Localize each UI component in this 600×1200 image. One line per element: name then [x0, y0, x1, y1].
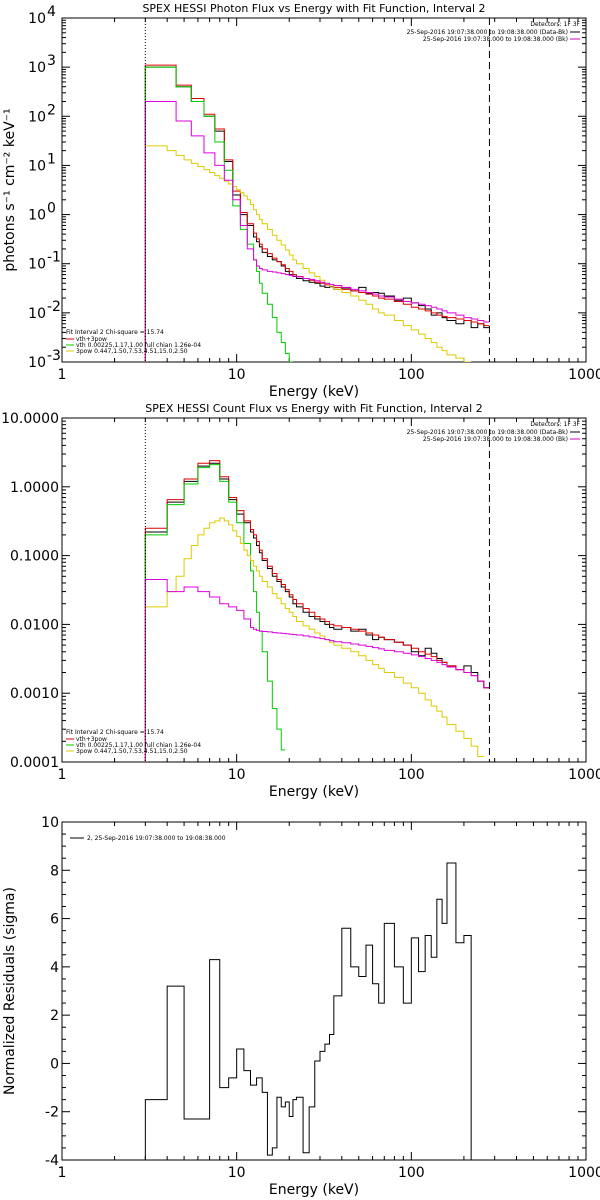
plot-frame — [61, 417, 587, 763]
series-group — [144, 64, 490, 362]
x-axis-label: Energy (keV) — [269, 1182, 359, 1198]
y-tick-exponent: 3 — [47, 53, 56, 69]
series-bk — [144, 578, 490, 762]
y-axis-label: Normalized Residuals (sigma) — [2, 887, 18, 1095]
fit-summary: Fit Interval 2 Chi-square = 15.74 — [66, 729, 164, 736]
fit-summary: Fit Interval 2 Chi-square = 15.74 — [66, 329, 164, 336]
series-bk — [144, 100, 490, 362]
y-tick-label: 10 — [28, 11, 46, 27]
x-tick-label: 100 — [398, 767, 425, 783]
fit-legend-entry: vth 0.00225,1.17,1.00 full chian 1.26e-0… — [76, 742, 201, 749]
y-tick-label: 1.0000 — [10, 480, 59, 496]
y-tick-label: 10 — [28, 306, 46, 322]
chart-title: SPEX HESSI Photon Flux vs Energy with Fi… — [142, 2, 485, 15]
series-data-bk — [144, 462, 490, 762]
series-vth — [144, 464, 286, 762]
fit-legend-entry: vth+3pow — [76, 736, 107, 743]
x-tick-label: 10 — [228, 767, 246, 783]
y-tick-exponent: 4 — [47, 4, 56, 20]
y-tick-label: 0.0010 — [10, 686, 59, 702]
x-tick-label: 1 — [58, 1165, 67, 1181]
y-tick-label: 0 — [50, 1056, 59, 1072]
y-tick-label: 4 — [50, 960, 59, 976]
x-tick-label: 1 — [58, 367, 67, 383]
y-tick-exponent: -3 — [47, 348, 61, 364]
y-tick-label: 10 — [41, 815, 59, 831]
legend-entry: 25-Sep-2016 19:07:38.000 to 19:08:38.000… — [423, 436, 568, 443]
series-data-bk — [144, 66, 490, 362]
series-3pow — [144, 145, 472, 362]
x-tick-label: 1000 — [568, 367, 600, 383]
fit-legend-entry: vth 0.00225,1.17,1.00 full chian 1.26e-0… — [76, 342, 201, 349]
y-tick-label: 10 — [28, 109, 46, 125]
plot-frame — [61, 17, 587, 363]
legend-entry: 25-Sep-2016 19:07:38.000 to 19:08:38.000… — [407, 29, 568, 36]
y-tick-label: 6 — [50, 912, 59, 928]
legend-entry: 25-Sep-2016 19:07:38.000 to 19:08:38.000… — [407, 429, 568, 436]
residuals-panel: 1 10 100 1000 -4 -2 0 2 4 6 8 10 Energy (keV) Normali… — [2, 815, 600, 1198]
y-tick-label: 10 — [28, 257, 46, 273]
y-tick-exponent: 2 — [47, 102, 56, 118]
y-tick-label: 0.0100 — [10, 617, 59, 633]
count-flux-panel: 1 10 100 1000 0.0001 0.0010 0.0100 0.1000 1.0000… — [1, 402, 600, 800]
series-group — [144, 862, 490, 1160]
y-tick-exponent: 1 — [47, 151, 56, 167]
y-tick-label: 0.0001 — [10, 755, 59, 771]
legend-entry: 25-Sep-2016 19:07:38.000 to 19:08:38.000… — [423, 36, 568, 43]
x-tick-label: 100 — [398, 1165, 425, 1181]
y-tick-label: 10 — [28, 158, 46, 174]
plot-frame — [61, 821, 587, 1161]
fit-legend-entry: vth+3pow — [76, 336, 107, 343]
series-residuals — [144, 862, 490, 1160]
series-vth-3pow — [144, 460, 490, 762]
chart-title: SPEX HESSI Count Flux vs Energy with Fit… — [145, 402, 482, 415]
y-tick-exponent: -2 — [47, 299, 61, 315]
y-tick-label: 10 — [28, 208, 46, 224]
residual-legend-entry: 2, 25-Sep-2016 19:07:38.000 to 19:08:38.… — [87, 835, 226, 842]
series-3pow — [144, 517, 484, 762]
y-tick-label: 10 — [28, 355, 46, 371]
series-vth-3pow — [144, 64, 490, 362]
fit-legend-entry: 3pow 0.447,1.50,7.53,4.51,15.0,2.50 — [76, 748, 188, 755]
y-tick-label: 8 — [50, 863, 59, 879]
x-tick-label: 1 — [58, 767, 67, 783]
x-tick-label: 1000 — [568, 1165, 600, 1181]
x-tick-label: 1000 — [568, 767, 600, 783]
y-tick-exponent: -1 — [47, 250, 61, 266]
y-tick-label: 10.0000 — [1, 411, 59, 427]
y-tick-label: -4 — [45, 1153, 59, 1169]
x-axis-label: Energy (keV) — [269, 384, 359, 400]
x-tick-label: 10 — [228, 1165, 246, 1181]
y-tick-label: -2 — [45, 1105, 59, 1121]
y-tick-exponent: 0 — [47, 201, 56, 217]
fit-legend-entry: 3pow 0.447,1.50,7.53,4.51,15.0,2.50 — [76, 348, 188, 355]
y-tick-label: 10 — [28, 60, 46, 76]
series-group — [144, 460, 490, 762]
x-tick-label: 10 — [228, 367, 246, 383]
series-vth — [144, 66, 293, 362]
detectors-label: Detectors: 1F 3F — [530, 21, 580, 28]
detectors-label: Detectors: 1F 3F — [530, 421, 580, 428]
x-tick-label: 100 — [398, 367, 425, 383]
y-axis-label: photons s⁻¹ cm⁻² keV⁻¹ — [2, 108, 18, 271]
y-tick-label: 2 — [50, 1008, 59, 1024]
y-tick-label: 0.1000 — [10, 549, 59, 565]
x-axis-label: Energy (keV) — [269, 784, 359, 800]
